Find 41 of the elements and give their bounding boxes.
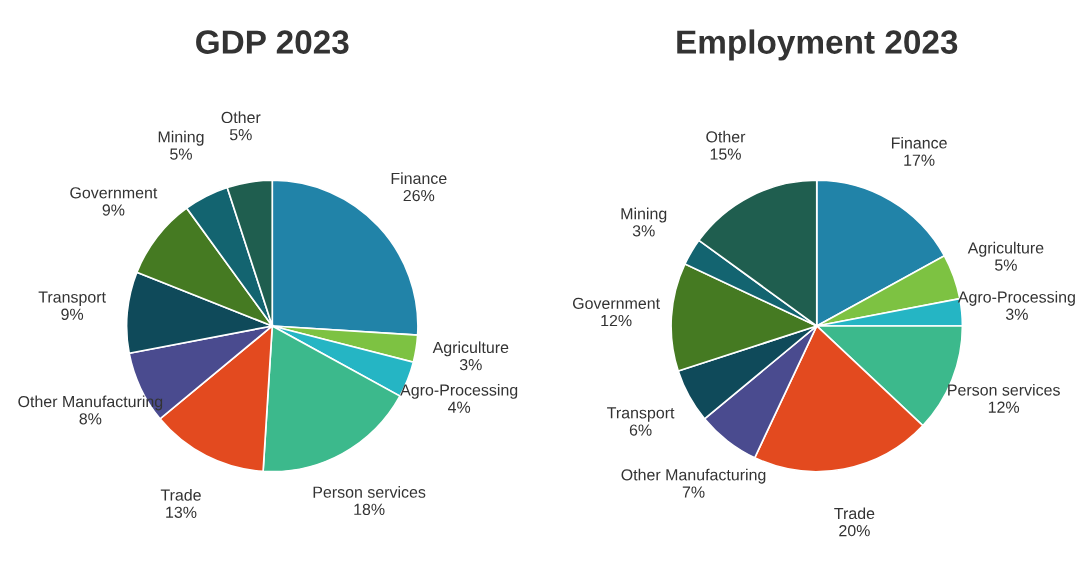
data-label: 15%	[710, 148, 741, 160]
slice-label: Person services	[313, 486, 426, 498]
data-label: 20%	[839, 525, 870, 537]
slice-label: Trade	[160, 489, 201, 501]
slice-label: Agro-Processing	[400, 383, 518, 399]
slice-label: Mining	[158, 130, 204, 146]
data-label: 3%	[459, 358, 482, 371]
data-label: 5%	[994, 259, 1017, 271]
data-label: 5%	[170, 148, 192, 160]
data-label: 8%	[79, 413, 102, 425]
data-label: 3%	[632, 225, 655, 237]
data-label: 13%	[166, 506, 197, 518]
data-label: 26%	[403, 189, 435, 202]
data-label: 3%	[1005, 308, 1028, 320]
data-label: 7%	[682, 486, 705, 498]
data-label: 12%	[601, 314, 632, 327]
data-label: 6%	[629, 424, 652, 436]
slice-label: Transport	[38, 291, 106, 306]
slice-label: Agriculture	[432, 341, 509, 357]
slice-label: Other Manufacturing	[621, 468, 766, 484]
slice-label: Trade	[834, 507, 875, 520]
slice-label: Finance	[891, 136, 947, 149]
chart-title: GDP 2023	[196, 30, 349, 54]
data-label: 17%	[904, 154, 935, 166]
slice-label: Agriculture	[967, 241, 1044, 257]
slice-label: Finance	[391, 172, 447, 185]
slice-label: Other	[221, 111, 261, 124]
slice-label: Government	[572, 297, 660, 310]
data-label: 5%	[229, 129, 252, 141]
data-label: 9%	[102, 204, 125, 216]
slice-label: Other	[706, 130, 746, 143]
chart-title: Employment 2023	[677, 29, 958, 61]
slice-label: Transport	[607, 407, 675, 422]
slice-label: Agro-Processing	[957, 291, 1075, 306]
data-label: 12%	[988, 401, 1020, 413]
slice-label: Mining	[621, 207, 667, 223]
data-label: 18%	[354, 503, 385, 516]
slice-label: Person services	[948, 383, 1060, 396]
data-label: 9%	[61, 308, 84, 320]
slice-label: Government	[70, 187, 158, 199]
data-label: 4%	[447, 401, 471, 413]
